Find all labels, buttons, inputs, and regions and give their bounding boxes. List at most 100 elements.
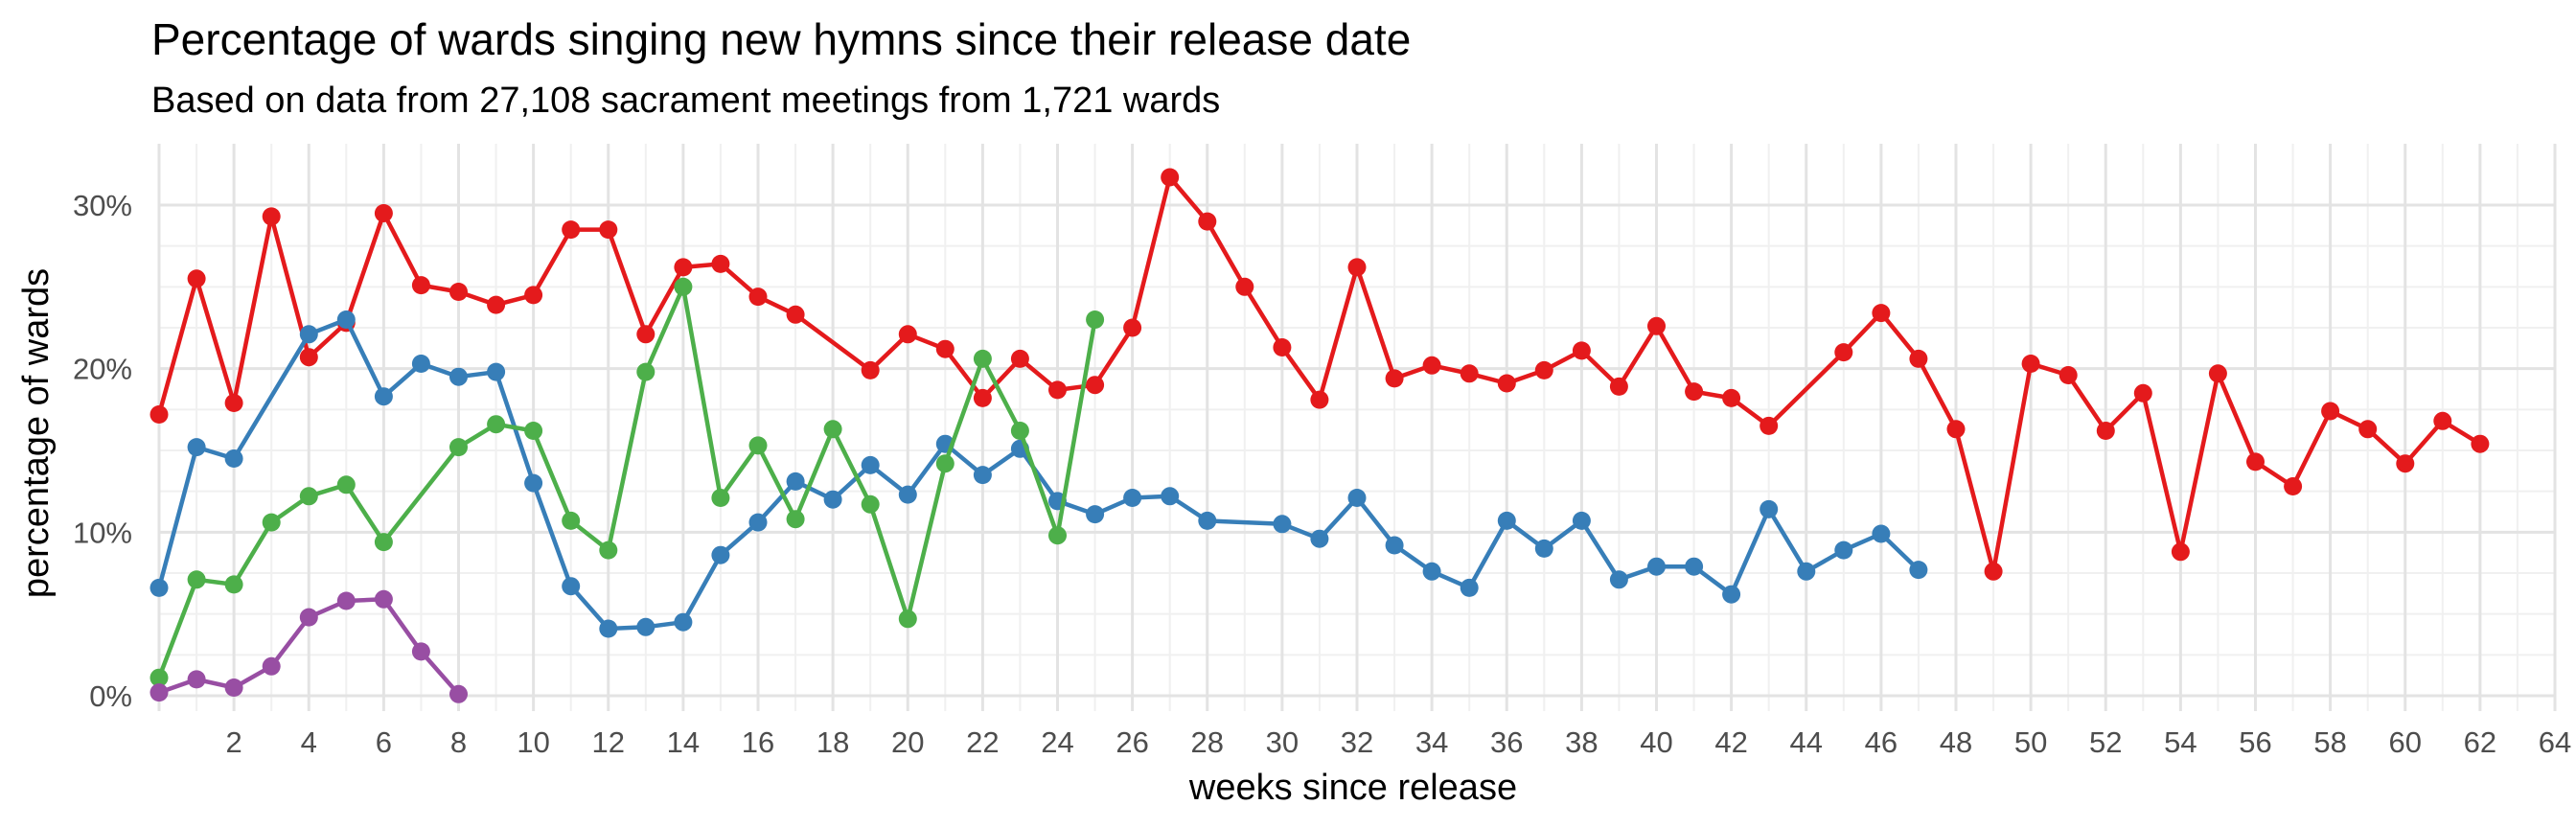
data-point bbox=[1460, 578, 1479, 597]
data-point bbox=[187, 670, 206, 689]
data-point bbox=[674, 258, 693, 277]
data-point bbox=[1086, 505, 1105, 524]
x-tick-label: 44 bbox=[1790, 725, 1823, 759]
data-point bbox=[1647, 557, 1666, 576]
data-point bbox=[562, 577, 581, 596]
x-tick-label: 34 bbox=[1415, 725, 1448, 759]
series-layer bbox=[150, 168, 2490, 703]
data-point bbox=[262, 207, 281, 226]
data-point bbox=[636, 325, 656, 344]
x-tick-label: 2 bbox=[226, 725, 242, 759]
data-point bbox=[2358, 420, 2378, 439]
data-point bbox=[411, 276, 430, 295]
data-point bbox=[411, 642, 430, 661]
data-point bbox=[562, 511, 581, 530]
data-point bbox=[1722, 388, 1741, 407]
x-tick-label: 52 bbox=[2089, 725, 2122, 759]
x-tick-label: 42 bbox=[1714, 725, 1747, 759]
data-point bbox=[187, 438, 206, 457]
data-point bbox=[224, 394, 243, 412]
data-point bbox=[224, 678, 243, 697]
x-tick-label: 40 bbox=[1640, 725, 1672, 759]
data-point bbox=[1834, 540, 1853, 560]
data-point bbox=[748, 513, 768, 532]
data-point bbox=[2246, 452, 2265, 472]
data-point bbox=[1722, 585, 1741, 604]
data-point bbox=[1609, 377, 1628, 396]
data-point bbox=[1310, 390, 1329, 409]
data-point bbox=[2396, 454, 2415, 473]
x-axis-label: weeks since release bbox=[1188, 768, 1517, 808]
data-point bbox=[1760, 416, 1779, 435]
x-tick-label: 32 bbox=[1341, 725, 1373, 759]
x-tick-label: 50 bbox=[2014, 725, 2047, 759]
data-point bbox=[973, 349, 992, 368]
data-point bbox=[748, 288, 768, 307]
x-tick-label: 24 bbox=[1041, 725, 1073, 759]
data-point bbox=[150, 668, 169, 687]
data-point bbox=[1422, 356, 1441, 375]
data-point bbox=[1048, 526, 1067, 545]
data-point bbox=[1086, 376, 1105, 395]
chart-subtitle: Based on data from 27,108 sacrament meet… bbox=[151, 80, 1221, 121]
major-gridlines bbox=[157, 144, 2557, 711]
data-point bbox=[786, 510, 805, 529]
data-point bbox=[786, 305, 805, 324]
data-point bbox=[1347, 258, 1367, 277]
y-tick-label: 0% bbox=[89, 679, 132, 713]
data-point bbox=[1685, 557, 1704, 576]
x-tick-label: 62 bbox=[2464, 725, 2496, 759]
data-point bbox=[1460, 364, 1479, 383]
data-point bbox=[861, 494, 880, 514]
data-point bbox=[1760, 499, 1779, 518]
data-point bbox=[1198, 511, 1217, 530]
data-point bbox=[2471, 434, 2490, 453]
data-point bbox=[2133, 383, 2152, 402]
data-point bbox=[1609, 570, 1628, 589]
data-point bbox=[599, 540, 618, 560]
x-tick-label: 64 bbox=[2539, 725, 2571, 759]
data-point bbox=[1198, 212, 1217, 231]
data-point bbox=[935, 339, 954, 358]
x-tick-label: 54 bbox=[2164, 725, 2196, 759]
data-point bbox=[150, 683, 169, 702]
data-point bbox=[2058, 366, 2078, 384]
series-1 bbox=[150, 168, 2490, 581]
data-point bbox=[1534, 360, 1553, 380]
data-point bbox=[524, 473, 543, 493]
x-tick-label: 10 bbox=[517, 725, 549, 759]
chart-title: Percentage of wards singing new hymns si… bbox=[151, 14, 1412, 64]
data-point bbox=[1347, 489, 1367, 507]
data-point bbox=[1385, 369, 1404, 388]
data-point bbox=[636, 362, 656, 381]
x-tick-label: 36 bbox=[1490, 725, 1523, 759]
data-point bbox=[674, 612, 693, 632]
series-2 bbox=[150, 310, 1928, 638]
data-point bbox=[2433, 411, 2452, 430]
data-point bbox=[861, 360, 880, 380]
data-point bbox=[262, 513, 281, 532]
data-point bbox=[711, 489, 730, 507]
x-tick-label: 16 bbox=[742, 725, 774, 759]
data-point bbox=[487, 362, 506, 381]
data-point bbox=[1685, 382, 1704, 402]
data-point bbox=[1086, 310, 1105, 329]
data-point bbox=[1123, 489, 1142, 507]
data-point bbox=[2284, 477, 2303, 495]
series-4 bbox=[150, 589, 468, 703]
data-point bbox=[2096, 422, 2115, 440]
data-point bbox=[1834, 343, 1853, 362]
series-3 bbox=[150, 277, 1105, 687]
data-point bbox=[1647, 316, 1666, 335]
data-point bbox=[524, 286, 543, 305]
data-point bbox=[1909, 561, 1928, 580]
data-point bbox=[1497, 511, 1516, 530]
series-line bbox=[156, 317, 1921, 632]
x-tick-label: 48 bbox=[1940, 725, 1972, 759]
x-tick-label: 12 bbox=[592, 725, 625, 759]
data-point bbox=[1797, 562, 1816, 581]
data-point bbox=[973, 466, 992, 485]
data-point bbox=[374, 204, 393, 222]
x-tick-label: 6 bbox=[376, 725, 392, 759]
data-point bbox=[2208, 364, 2227, 383]
